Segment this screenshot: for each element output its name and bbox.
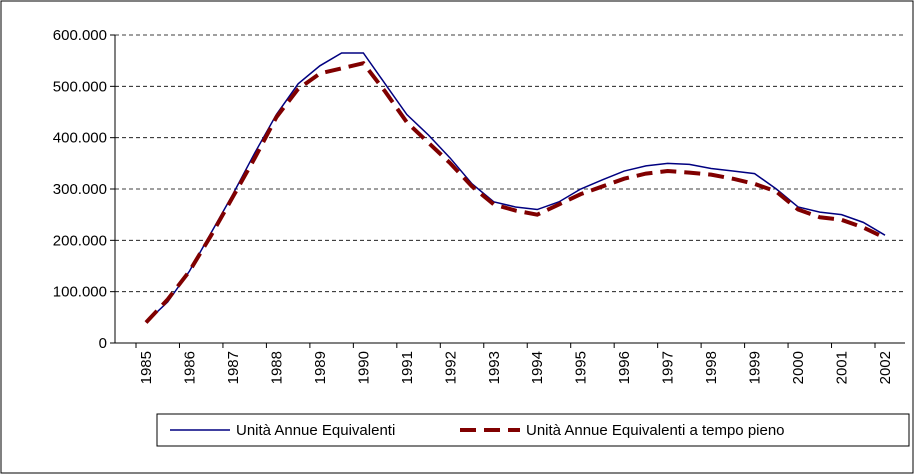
x-tick-label: 1991	[399, 351, 416, 384]
y-tick-label: 0	[99, 335, 107, 352]
x-tick-label: 1986	[181, 351, 198, 384]
line-series	[144, 60, 886, 324]
x-tick-label: 1987	[225, 351, 242, 384]
x-tick-label: 1999	[747, 351, 764, 384]
legend-label: Unità Annue Equivalenti a tempo pieno	[526, 422, 785, 439]
x-tick-label: 1990	[355, 351, 372, 384]
y-tick-label: 400.000	[53, 130, 107, 147]
y-tick-label: 300.000	[53, 181, 107, 198]
x-tick-label: 1992	[442, 351, 459, 384]
x-tick-label: 1996	[616, 351, 633, 384]
legend-label: Unità Annue Equivalenti	[236, 422, 395, 439]
x-tick-label: 1997	[660, 351, 677, 384]
y-tick-label: 100.000	[53, 284, 107, 301]
x-tick-label: 2002	[877, 351, 894, 384]
legend-box	[156, 413, 910, 447]
y-tick-label: 600.000	[53, 27, 107, 44]
x-tick-label: 1985	[138, 351, 155, 384]
x-tick-label: 1989	[312, 351, 329, 384]
x-tick-label: 1993	[486, 351, 503, 384]
x-tick-label: 1995	[573, 351, 590, 384]
x-tick-label: 2001	[834, 351, 851, 384]
y-tick-label: 200.000	[53, 232, 107, 249]
y-tick-label: 500.000	[53, 78, 107, 95]
x-tick-label: 1994	[529, 351, 546, 384]
x-tick-label: 1998	[703, 351, 720, 384]
x-tick-label: 1988	[268, 351, 285, 384]
x-tick-label: 2000	[790, 351, 807, 384]
